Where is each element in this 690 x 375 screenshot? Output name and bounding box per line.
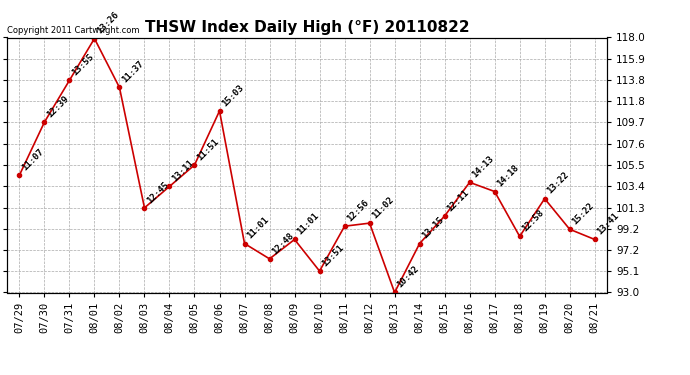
Text: 13:51: 13:51 — [320, 243, 346, 268]
Text: 13:26: 13:26 — [95, 10, 120, 36]
Text: 15:22: 15:22 — [570, 201, 595, 226]
Text: 13:41: 13:41 — [595, 211, 620, 237]
Text: 11:01: 11:01 — [295, 211, 320, 237]
Text: 15:03: 15:03 — [220, 83, 246, 108]
Text: 12:11: 12:11 — [445, 188, 471, 213]
Text: 14:13: 14:13 — [470, 154, 495, 180]
Title: THSW Index Daily High (°F) 20110822: THSW Index Daily High (°F) 20110822 — [145, 20, 469, 35]
Text: 13:22: 13:22 — [545, 171, 571, 196]
Text: 10:42: 10:42 — [395, 264, 420, 290]
Text: 12:48: 12:48 — [270, 231, 295, 256]
Text: 13:55: 13:55 — [70, 52, 95, 78]
Text: 13:15: 13:15 — [420, 215, 446, 241]
Text: 11:51: 11:51 — [195, 137, 220, 162]
Text: 12:56: 12:56 — [345, 198, 371, 223]
Text: 11:37: 11:37 — [120, 59, 146, 85]
Text: 14:18: 14:18 — [495, 164, 520, 189]
Text: Copyright 2011 Cartwright.com: Copyright 2011 Cartwright.com — [7, 26, 139, 35]
Text: 12:58: 12:58 — [520, 208, 546, 234]
Text: 11:07: 11:07 — [20, 147, 46, 172]
Text: 13:11: 13:11 — [170, 158, 195, 184]
Text: 12:45: 12:45 — [145, 180, 170, 205]
Text: 11:02: 11:02 — [370, 195, 395, 220]
Text: 11:01: 11:01 — [245, 215, 270, 241]
Text: 12:39: 12:39 — [45, 94, 70, 119]
